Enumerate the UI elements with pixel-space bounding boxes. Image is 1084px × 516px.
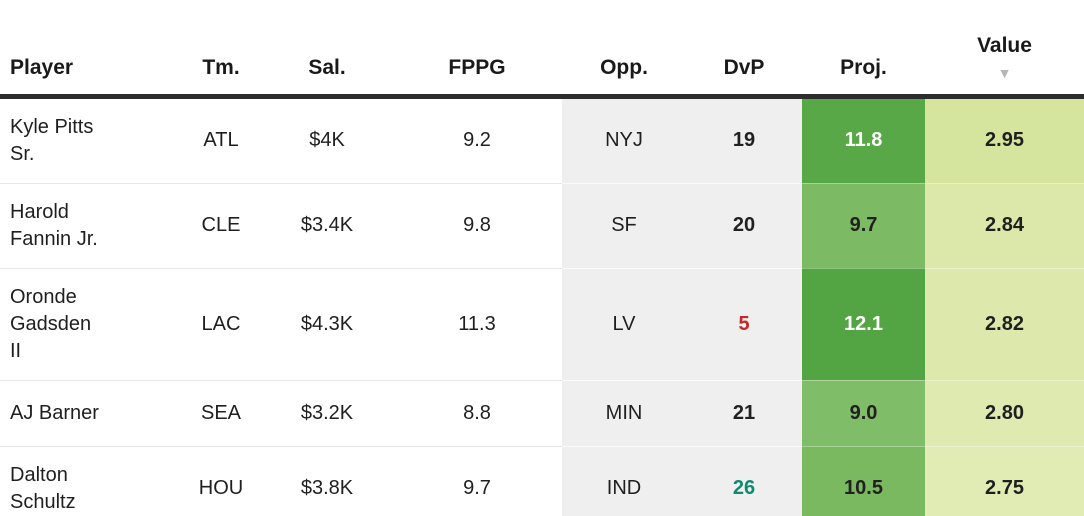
column-header-value-label: Value — [977, 33, 1032, 57]
player-name: Kyle Pitts Sr. — [10, 115, 94, 165]
opponent-cell: SF — [562, 183, 686, 269]
column-header-player[interactable]: Player — [0, 0, 180, 99]
salary-cell: $3.2K — [262, 380, 392, 447]
value-cell: 2.84 — [925, 183, 1084, 269]
proj-cell: 10.5 — [802, 446, 925, 516]
table-row: Dalton Schultz HOU $3.8K 9.7 IND 26 10.5 2.75 — [0, 446, 1084, 516]
value-cell: 2.95 — [925, 96, 1084, 184]
proj-cell: 9.7 — [802, 183, 925, 269]
table-row: Oronde Gadsden II LAC $4.3K 11.3 LV 5 12.1 2.82 — [0, 268, 1084, 381]
fppg-cell: 9.7 — [463, 477, 491, 499]
value-cell: 2.75 — [925, 446, 1084, 516]
table-header: Player Tm. Sal. FPPG Opp. DvP Proj. Valu… — [0, 0, 1084, 99]
salary-cell: $3.4K — [262, 183, 392, 269]
column-header-team[interactable]: Tm. — [180, 0, 262, 99]
table-row: Kyle Pitts Sr. ATL $4K 9.2 NYJ 19 11.8 2.95 — [0, 96, 1084, 184]
team-cell: ATL — [180, 96, 262, 184]
salary-cell: $3.8K — [300, 477, 354, 499]
column-header-fppg[interactable]: FPPG — [392, 0, 562, 99]
column-header-value[interactable]: Value ▼ — [925, 0, 1084, 99]
fppg-cell: 11.3 — [392, 268, 562, 381]
dvp-cell: 19 — [686, 96, 802, 184]
column-header-proj[interactable]: Proj. — [802, 0, 925, 99]
proj-cell: 12.1 — [802, 268, 925, 381]
table-row: Harold Fannin Jr. CLE $3.4K 9.8 SF 20 9.7 2.84 — [0, 183, 1084, 269]
header-row: Player Tm. Sal. FPPG Opp. DvP Proj. Valu… — [0, 0, 1084, 99]
player-name: Dalton Schultz — [10, 463, 76, 513]
player-name-cell[interactable]: Dalton Schultz — [0, 446, 180, 516]
value-cell: 2.80 — [925, 380, 1084, 447]
opponent-cell: IND — [562, 446, 686, 516]
team-cell: HOU — [198, 477, 244, 499]
salary-cell: $4K — [262, 96, 392, 184]
salary-cell: $4.3K — [262, 268, 392, 381]
team-cell: LAC — [180, 268, 262, 381]
proj-cell: 9.0 — [802, 380, 925, 447]
column-header-opponent[interactable]: Opp. — [562, 0, 686, 99]
proj-cell: 11.8 — [802, 96, 925, 184]
player-name-cell[interactable]: AJ Barner — [0, 380, 180, 447]
dvp-cell: 5 — [686, 268, 802, 381]
table-body: Kyle Pitts Sr. ATL $4K 9.2 NYJ 19 11.8 2.95 Haro… — [0, 96, 1084, 516]
team-cell: SEA — [180, 380, 262, 447]
dvp-cell: 26 — [686, 446, 802, 516]
value-cell: 2.82 — [925, 268, 1084, 381]
player-name: AJ Barner — [10, 401, 99, 424]
opponent-cell: NYJ — [562, 96, 686, 184]
column-header-salary[interactable]: Sal. — [262, 0, 392, 99]
table-row: AJ Barner SEA $3.2K 8.8 MIN 21 9.0 2.80 — [0, 380, 1084, 447]
dvp-cell: 21 — [686, 380, 802, 447]
team-cell: CLE — [180, 183, 262, 269]
fppg-cell: 9.2 — [392, 96, 562, 184]
player-name-cell[interactable]: Harold Fannin Jr. — [0, 183, 180, 269]
opponent-cell: MIN — [562, 380, 686, 447]
fppg-cell: 9.8 — [392, 183, 562, 269]
player-name: Harold Fannin Jr. — [10, 200, 98, 250]
fppg-cell: 8.8 — [392, 380, 562, 447]
sort-desc-icon: ▼ — [997, 64, 1012, 81]
opponent-cell: LV — [562, 268, 686, 381]
column-header-dvp[interactable]: DvP — [686, 0, 802, 99]
dvp-cell: 20 — [686, 183, 802, 269]
player-name-cell[interactable]: Oronde Gadsden II — [0, 268, 180, 381]
player-name: Oronde Gadsden II — [10, 285, 92, 362]
player-name-cell[interactable]: Kyle Pitts Sr. — [0, 96, 180, 184]
